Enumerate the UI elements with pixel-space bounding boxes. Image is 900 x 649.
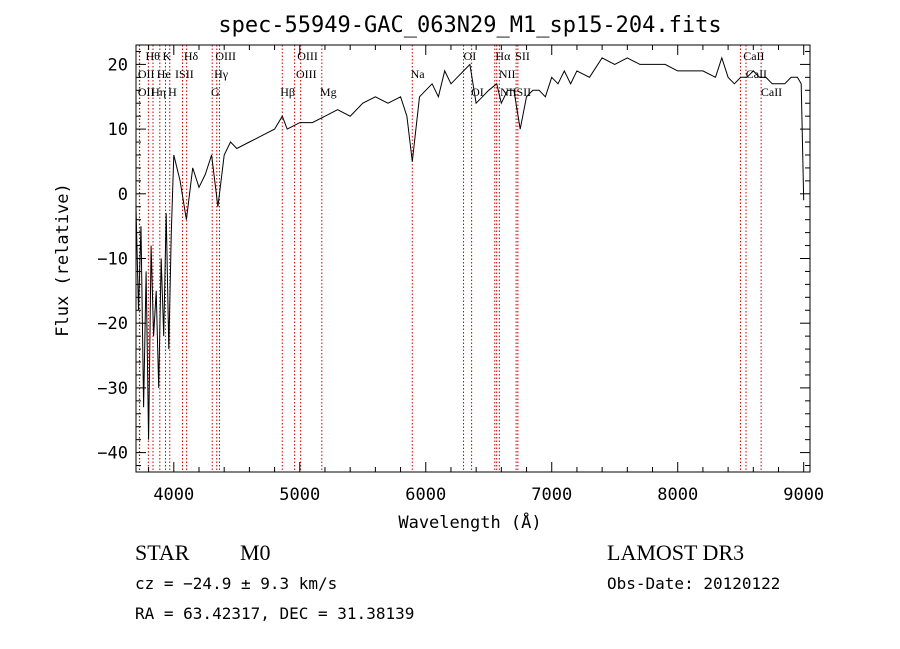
line-id-label-23: OI (471, 85, 484, 99)
plot-frame (135, 44, 811, 473)
line-id-label-18: Hη (151, 85, 166, 99)
redshift-velocity: cz = −24.9 ± 9.3 km/s (135, 574, 338, 593)
survey-name: LAMOST DR3 (607, 540, 745, 565)
line-id-label-15: NII (499, 67, 516, 81)
line-id-label-17: OII (138, 85, 155, 99)
x-axis-label: Wavelength (Å) (398, 511, 541, 533)
line-id-label-11: ISII (175, 67, 194, 81)
line-id-label-3: OIII (215, 49, 236, 63)
line-id-label-4: OIII (297, 49, 318, 63)
y-tick-label-4: 0 (118, 185, 128, 205)
line-id-label-7: SII (515, 49, 530, 63)
observation-date: Obs-Date: 20120122 (607, 574, 781, 593)
x-tick-label-3: 7000 (531, 485, 572, 505)
line-id-label-21: Hβ (280, 85, 295, 99)
chart-title: spec-55949-GAC_063N29_M1_sp15-204.fits (218, 13, 721, 38)
line-id-label-20: G (211, 85, 220, 99)
x-tick-label-2: 6000 (405, 485, 446, 505)
line-id-label-14: Na (411, 67, 426, 81)
line-id-label-13: OIII (296, 67, 317, 81)
y-tick-label-6: 20 (108, 55, 128, 75)
y-tick-label-5: 10 (108, 120, 128, 140)
x-tick-label-5: 9000 (783, 485, 824, 505)
coordinates: RA = 63.42317, DEC = 31.38139 (135, 604, 415, 623)
line-id-label-10: He (157, 67, 171, 81)
line-id-label-22: Mg (320, 85, 337, 99)
x-tick-label-1: 5000 (279, 485, 320, 505)
flux-series-line (135, 56, 805, 440)
object-type: STAR (135, 540, 190, 565)
object-subclass: M0 (240, 540, 271, 565)
line-id-label-9: OII (138, 67, 155, 81)
line-id-label-25: SII (516, 85, 531, 99)
y-tick-label-1: −30 (97, 379, 128, 399)
line-id-label-0: Hθ (145, 49, 160, 63)
line-id-label-2: Hδ (184, 49, 199, 63)
y-axis-label: Flux (relative) (53, 183, 73, 337)
x-tick-label-0: 4000 (153, 485, 194, 505)
x-tick-label-4: 8000 (657, 485, 698, 505)
line-id-label-26: CaII (761, 85, 782, 99)
y-tick-label-0: −40 (97, 444, 128, 464)
line-id-label-8: CaII (743, 49, 764, 63)
line-id-label-5: OI (464, 49, 477, 63)
line-id-label-6: Hα (495, 49, 511, 63)
y-tick-label-2: −20 (97, 314, 128, 334)
line-id-label-24: NII (500, 85, 517, 99)
line-id-label-12: Hγ (214, 67, 229, 81)
line-id-label-19: H (168, 85, 177, 99)
line-id-label-16: CaII (746, 67, 767, 81)
y-tick-label-3: −10 (97, 250, 128, 270)
line-id-label-1: K (162, 49, 171, 63)
